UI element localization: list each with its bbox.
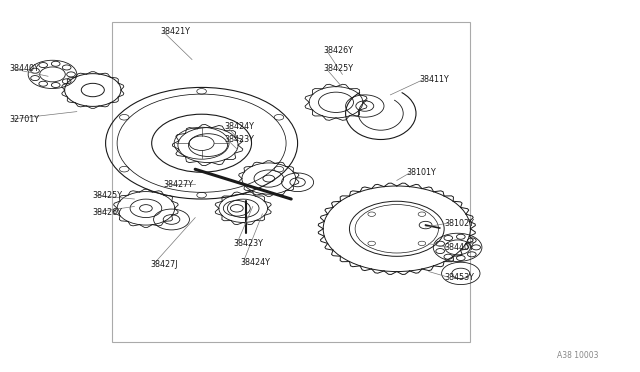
Text: 38425Y: 38425Y [323, 64, 353, 73]
Text: 38440Y: 38440Y [10, 64, 39, 73]
Text: 38423Y: 38423Y [224, 135, 254, 144]
Text: 38424Y: 38424Y [224, 122, 254, 131]
Text: 38453Y: 38453Y [445, 273, 475, 282]
Text: A38 10003: A38 10003 [557, 351, 598, 360]
Text: 38421Y: 38421Y [160, 27, 190, 36]
Text: 38427Y: 38427Y [163, 180, 193, 189]
Text: 38440Y: 38440Y [445, 243, 474, 252]
Text: 38411Y: 38411Y [419, 76, 449, 84]
Text: 38425Y: 38425Y [93, 191, 123, 200]
Text: 38426Y: 38426Y [93, 208, 123, 217]
Text: 38102Y: 38102Y [445, 219, 475, 228]
Text: 38426Y: 38426Y [323, 46, 353, 55]
Text: 32701Y: 32701Y [10, 115, 40, 124]
Text: 38423Y: 38423Y [234, 239, 264, 248]
Text: 38101Y: 38101Y [406, 169, 436, 177]
Text: 38424Y: 38424Y [240, 258, 270, 267]
Text: 38427J: 38427J [150, 260, 178, 269]
